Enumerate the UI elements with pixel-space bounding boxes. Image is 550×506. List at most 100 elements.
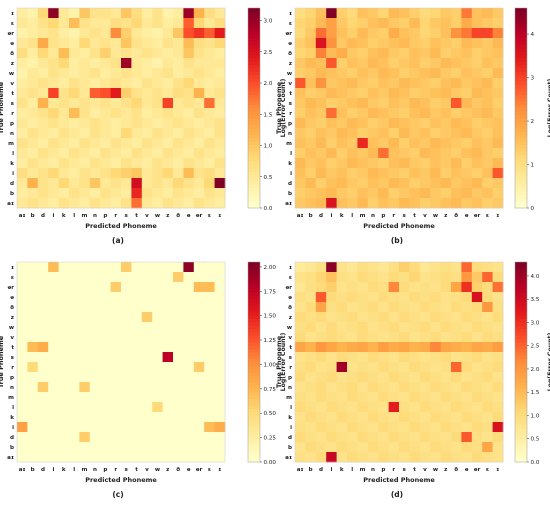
heatmap-cell: [131, 188, 143, 199]
heatmap-cell: [378, 68, 389, 79]
heatmap-cell: [110, 452, 122, 463]
heatmap-cell: [347, 58, 358, 69]
heatmap-cell: [347, 188, 358, 199]
heatmap-cell: [58, 118, 70, 129]
colorbar-segment: [248, 138, 260, 142]
heatmap-cell: [58, 452, 70, 463]
heatmap-cell: [409, 362, 421, 373]
heatmap-cell: [451, 392, 462, 403]
heatmap-cell: [471, 312, 483, 323]
heatmap-cell: [419, 18, 431, 29]
heatmap-cell: [482, 178, 493, 189]
heatmap-cell: [492, 58, 504, 69]
heatmap-cell: [471, 292, 483, 303]
heatmap-cell: [367, 332, 379, 343]
heatmap-cell: [121, 88, 132, 99]
heatmap-cell: [48, 362, 59, 373]
heatmap-cell: [193, 442, 205, 453]
heatmap-cell: [37, 198, 49, 209]
colorbar-segment: [515, 392, 527, 396]
heatmap-cell: [48, 322, 59, 333]
colorbar-segment: [515, 51, 527, 56]
colorbar-segment: [515, 131, 527, 136]
y-tick-label: b: [288, 445, 292, 451]
heatmap-cell: [17, 402, 28, 413]
heatmap-cell: [121, 38, 132, 49]
x-tick-label: l: [351, 213, 353, 219]
heatmap-cell: [193, 312, 205, 323]
heatmap-cell: [89, 118, 101, 129]
heatmap-cell: [367, 88, 379, 99]
colorbar-segment: [515, 325, 527, 330]
heatmap-cell: [315, 262, 327, 273]
heatmap-cell: [326, 382, 337, 393]
heatmap-cell: [162, 178, 174, 189]
heatmap-cell: [492, 402, 504, 413]
heatmap-cell: [357, 78, 369, 89]
heatmap-cell: [69, 442, 80, 453]
colorbar-segment: [248, 154, 260, 159]
heatmap-cell: [419, 272, 431, 283]
heatmap-cell: [162, 78, 174, 89]
heatmap-cell: [440, 178, 452, 189]
heatmap-cell: [419, 422, 431, 433]
heatmap-cell: [461, 322, 473, 333]
heatmap-cell: [409, 342, 421, 353]
heatmap-cell: [492, 302, 504, 313]
heatmap-cell: [295, 292, 306, 303]
heatmap-cell: [204, 178, 215, 189]
heatmap-cell: [173, 198, 184, 209]
heatmap-cell: [305, 108, 317, 119]
x-tick-label: ð: [454, 213, 458, 219]
heatmap-cell: [173, 332, 184, 343]
heatmap-cell: [378, 442, 389, 453]
heatmap-cell: [58, 272, 70, 283]
heatmap-cell: [440, 168, 452, 179]
heatmap-cell: [347, 402, 358, 413]
y-tick-label: aɪ: [285, 455, 292, 461]
heatmap-cell: [482, 48, 493, 59]
heatmap-cell: [69, 292, 80, 303]
heatmap-cell: [492, 292, 504, 303]
heatmap-cell: [69, 272, 80, 283]
heatmap-cell: [110, 118, 122, 129]
heatmap-cell: [58, 302, 70, 313]
heatmap-cell: [193, 78, 205, 89]
heatmap-cell: [27, 302, 39, 313]
colorbar-segment: [248, 415, 260, 420]
heatmap-cell: [48, 148, 59, 159]
colorbar-segment: [248, 385, 260, 390]
heatmap-cell: [399, 332, 410, 343]
heatmap-cell: [326, 262, 337, 273]
heatmap-cell: [37, 18, 49, 29]
heatmap-cell: [440, 392, 452, 403]
heatmap-cell: [173, 392, 184, 403]
y-tick-label: p: [288, 375, 292, 381]
x-tick-label: t: [413, 467, 416, 473]
heatmap-cell: [336, 88, 348, 99]
heatmap-cell: [336, 28, 348, 39]
heatmap-cell: [461, 128, 473, 139]
colorbar-segment: [248, 84, 260, 89]
heatmap-cell: [121, 442, 132, 453]
heatmap-cell: [492, 18, 504, 29]
heatmap-cell: [17, 88, 28, 99]
heatmap-cell: [367, 452, 379, 463]
heatmap-cell: [37, 372, 49, 383]
colorbar-segment: [248, 305, 260, 310]
heatmap-cell: [336, 262, 348, 273]
heatmap-cell: [409, 412, 421, 423]
heatmap-cell: [357, 422, 369, 433]
heatmap-cell: [471, 68, 483, 79]
heatmap-cell: [388, 128, 400, 139]
colorbar-tick-label: 2.0: [264, 81, 273, 87]
heatmap-cell: [121, 352, 132, 363]
colorbar-segment: [515, 418, 527, 423]
heatmap-cell: [162, 292, 174, 303]
heatmap-cell: [152, 322, 163, 333]
heatmap-cell: [461, 342, 473, 353]
heatmap-cell: [399, 48, 410, 59]
heatmap-cell: [461, 138, 473, 149]
heatmap-cell: [110, 392, 122, 403]
